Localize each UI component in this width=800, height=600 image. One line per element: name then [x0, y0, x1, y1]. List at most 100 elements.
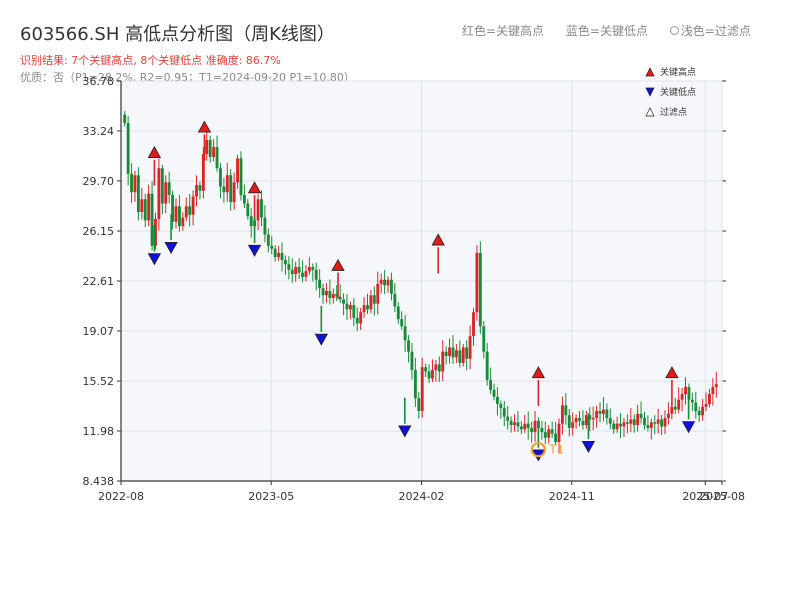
key-high-marker [197, 120, 212, 133]
candle-body [246, 203, 250, 217]
candle-body [150, 193, 154, 246]
legend-label: 关键低点 [660, 86, 696, 98]
y-tick-label: 19.07 [83, 325, 115, 338]
t1-label: T1 [548, 443, 564, 457]
candle-body [290, 269, 294, 275]
y-tick-label: 15.52 [83, 375, 115, 388]
candle-body [355, 317, 359, 324]
candle-body [126, 123, 130, 174]
candle-body [646, 425, 650, 428]
candle-body [410, 351, 414, 371]
candle-body [396, 306, 400, 320]
candle-body [656, 419, 660, 424]
key-high-marker [247, 181, 262, 194]
candle-body [530, 427, 534, 433]
candle-body [383, 279, 387, 286]
x-tick-label: 2025-08 [699, 490, 745, 503]
key-high-marker [665, 366, 679, 379]
candle-body [389, 279, 393, 294]
legend-marker [645, 67, 655, 77]
candle-body [195, 185, 198, 197]
candle-body [232, 182, 236, 203]
candle-body [307, 267, 311, 272]
candle-body [328, 291, 332, 299]
candle-body [636, 413, 640, 426]
candle-body [342, 299, 345, 304]
candle-body [225, 175, 229, 193]
candle-body [427, 371, 431, 379]
legend-light-text: 浅色=过滤点 [680, 24, 751, 38]
candle-body [602, 409, 605, 414]
candle-body [625, 422, 629, 424]
candle-body [581, 420, 585, 426]
candle-body [690, 399, 694, 403]
candle-body [239, 158, 243, 196]
legend-marker [645, 87, 655, 97]
candle-body [598, 410, 602, 414]
key-high-marker [531, 366, 546, 379]
candle-body [321, 288, 325, 296]
candles-group [123, 111, 718, 454]
y-tick-label: 8.438 [83, 475, 115, 488]
candle-body [701, 406, 705, 416]
candle-body [557, 423, 561, 443]
candle-body [434, 364, 438, 371]
candle-body [714, 384, 718, 387]
x-tick-label: 2025-07 [682, 490, 728, 503]
circle-icon [669, 26, 679, 35]
legend-label: 关键高点 [660, 66, 696, 78]
candle-body [677, 399, 681, 410]
x-tick-label: 2022-08 [98, 490, 144, 503]
key-low-marker [314, 333, 329, 346]
candle-body [506, 416, 510, 421]
candle-body [181, 217, 185, 227]
candle-body [260, 199, 263, 218]
candle-body [359, 312, 363, 324]
key-low-marker [681, 421, 696, 434]
key-low-marker [398, 425, 412, 438]
candle-body [242, 195, 246, 204]
color-legend: 红色=关键高点 蓝色=关键低点 浅色=过滤点 [462, 22, 769, 39]
t1-circle [530, 442, 546, 458]
key-low-marker [247, 244, 262, 257]
candle-body [431, 370, 434, 379]
candle-body [191, 196, 195, 215]
legend-red-text: 红色=关键高点 [462, 24, 545, 38]
y-tick-label: 11.98 [83, 425, 115, 438]
candle-body [352, 305, 356, 318]
candle-body [325, 291, 328, 296]
candle-body [236, 158, 239, 183]
candle-body [478, 252, 482, 327]
candle-body [256, 199, 260, 221]
candle-body [475, 252, 479, 313]
candle-body [277, 252, 281, 258]
candle-body [369, 295, 373, 310]
candle-body [219, 168, 222, 187]
candle-body [567, 415, 571, 428]
candle-body [123, 114, 127, 124]
candle-body [280, 252, 284, 260]
candle-body [499, 403, 503, 409]
candle-body [266, 234, 270, 246]
y-tick-label: 29.70 [83, 175, 115, 188]
candle-body [379, 279, 383, 284]
candle-body [287, 264, 291, 270]
candle-body [588, 415, 592, 420]
candle-body [574, 418, 578, 423]
candle-body [502, 408, 506, 417]
candle-body [591, 418, 595, 420]
candle-body [215, 147, 219, 169]
candle-body [331, 293, 335, 299]
candle-body [273, 248, 277, 258]
y-tick-label: 22.61 [83, 275, 115, 288]
candle-body [472, 312, 475, 337]
recognition-summary: 识别结果: 7个关键高点, 8个关键低点 准确度: 86.7% [20, 54, 281, 67]
candle-body [547, 429, 551, 438]
candle-body [205, 139, 209, 155]
candle-body [564, 405, 568, 416]
candle-body [177, 206, 181, 227]
candle-body [629, 419, 633, 424]
candle-body [489, 379, 493, 390]
candle-body [212, 147, 216, 157]
candle-body [615, 423, 619, 430]
